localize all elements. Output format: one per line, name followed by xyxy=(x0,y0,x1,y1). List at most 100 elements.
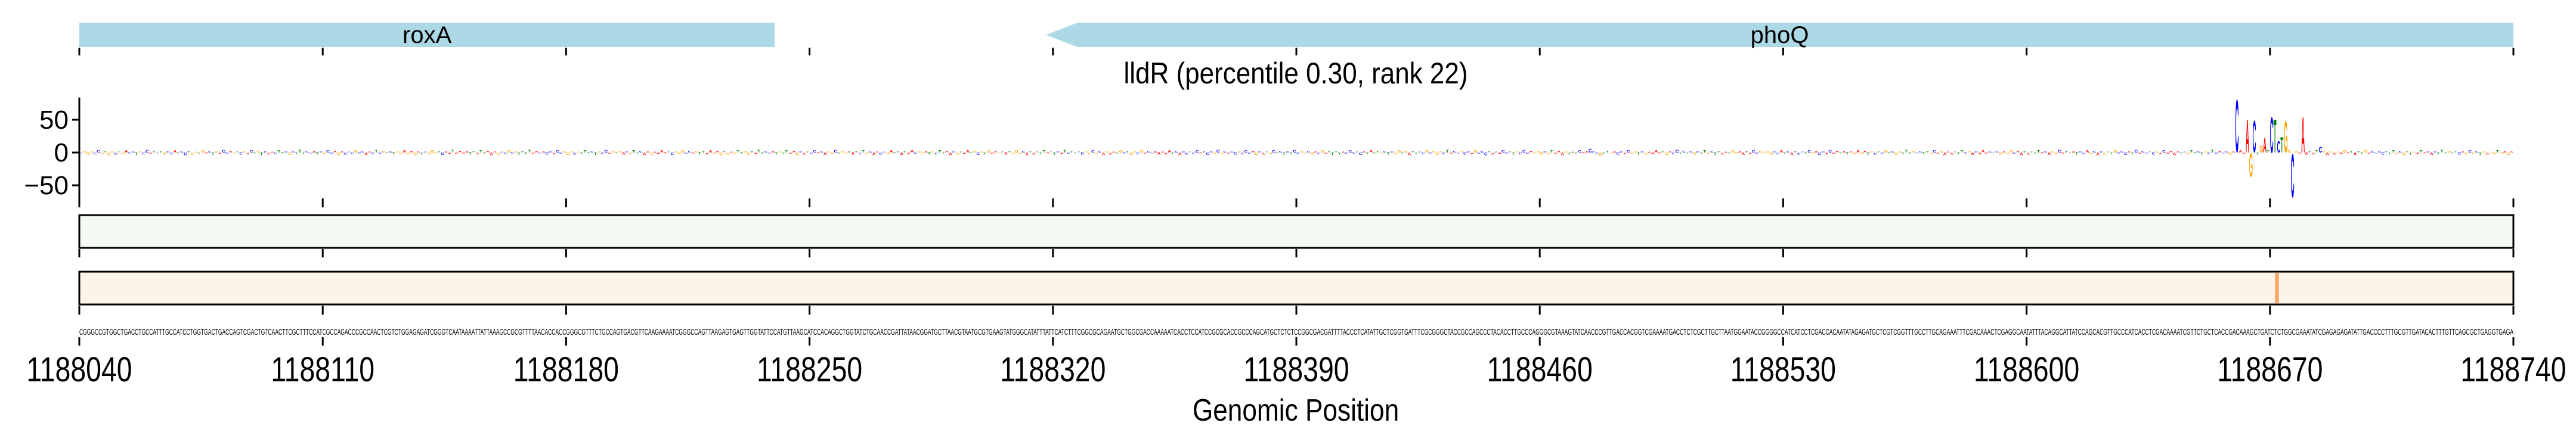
logo-letter-A: A xyxy=(1724,152,1728,153)
logo-letter-G: G xyxy=(2155,151,2159,153)
logo-letter-A: A xyxy=(924,151,928,153)
logo-letter-A: A xyxy=(653,152,657,153)
logo-letter-C: C xyxy=(1477,153,1481,154)
logo-letter-A: A xyxy=(312,151,316,153)
logo-letter-C: C xyxy=(1589,148,1592,154)
logo-letter-G: G xyxy=(1860,153,1864,154)
logo-letter-C: C xyxy=(768,153,772,154)
logo-letter-T: T xyxy=(903,151,906,153)
logo-letter-A: A xyxy=(2159,153,2162,155)
logo-letter-G: G xyxy=(733,153,736,155)
logo-letter-C: C xyxy=(1974,151,1979,153)
logo-letter-C: C xyxy=(977,153,980,156)
logo-letter-A: A xyxy=(990,153,995,155)
logo-letter-A: A xyxy=(1530,150,1533,153)
logo-letter-G: G xyxy=(1735,153,1739,154)
logo-letter-G: G xyxy=(1609,153,1614,154)
logo-letter-C: C xyxy=(1797,153,1801,156)
logo-letter-C: C xyxy=(1206,153,1209,156)
y-tick-label: 50 xyxy=(39,105,69,135)
logo-letter-T: T xyxy=(135,153,138,156)
logo-letter-T: T xyxy=(2075,153,2079,156)
gene-track: roxA phoQ xyxy=(79,22,2513,48)
logo-letter-C: C xyxy=(250,150,253,154)
logo-letter-G: G xyxy=(921,153,925,154)
logo-letter-C: C xyxy=(1359,153,1363,156)
logo-letter-G: G xyxy=(354,150,358,153)
logo-letter-C: C xyxy=(2277,139,2280,157)
logo-letter-C: C xyxy=(2270,107,2274,164)
logo-letter-C: C xyxy=(1755,153,1760,155)
logo-letter-G: G xyxy=(191,153,194,156)
logo-letter-C: C xyxy=(239,153,243,156)
logo-letter-G: G xyxy=(288,153,292,156)
logo-letter-T: T xyxy=(1714,152,1717,156)
logo-letter-T: T xyxy=(1042,150,1046,153)
logo-letter-C: C xyxy=(2291,141,2295,210)
logo-letter-T: T xyxy=(375,150,379,154)
logo-letter-A: A xyxy=(1780,150,1784,154)
logo-letter-T: T xyxy=(392,153,396,156)
logo-letter-G: G xyxy=(2489,152,2493,153)
logo-letter-T: T xyxy=(253,153,256,154)
logo-letter-G: G xyxy=(1015,150,1018,154)
logo-letter-C: C xyxy=(1348,150,1352,153)
logo-letter-T: T xyxy=(524,153,527,156)
logo-letter-G: G xyxy=(695,151,698,153)
logo-letter-T: T xyxy=(1373,153,1376,155)
logo-letter-A: A xyxy=(2485,153,2489,156)
logo-letter-A: A xyxy=(945,151,949,154)
logo-letter-T: T xyxy=(1992,153,1995,154)
gene-label: roxA xyxy=(402,22,452,48)
logo-letter-A: A xyxy=(2367,153,2371,155)
logo-letter-A: A xyxy=(1004,153,1008,156)
logo-letter-G: G xyxy=(1564,151,1568,153)
logo-letter-G: G xyxy=(628,153,632,155)
logo-letter-T: T xyxy=(2179,153,2182,156)
logo-letter-A: A xyxy=(271,152,275,153)
logo-letter-G: G xyxy=(1220,153,1224,155)
logo-letter-T: T xyxy=(587,153,590,154)
logo-letter-C: C xyxy=(347,152,351,153)
logo-letter-G: G xyxy=(1665,153,1668,156)
logo-letter-T: T xyxy=(295,153,298,156)
logo-letter-T: T xyxy=(1717,151,1720,153)
logo-letter-A: A xyxy=(1342,152,1346,153)
logo-letter-G: G xyxy=(1129,153,1133,156)
logo-letter-G: G xyxy=(83,151,86,153)
logo-letter-C: C xyxy=(1874,153,1877,156)
logo-letter-G: G xyxy=(89,151,94,153)
logo-letter-A: A xyxy=(2020,152,2023,156)
logo-letter-T: T xyxy=(1887,153,1890,154)
logo-letter-C: C xyxy=(1891,151,1894,153)
logo-letter-T: T xyxy=(521,151,524,153)
logo-letter-A: A xyxy=(1946,151,1950,153)
logo-letter-G: G xyxy=(1884,150,1888,153)
logo-letter-G: G xyxy=(1425,150,1429,153)
logo-letter-T: T xyxy=(1602,153,1605,155)
logo-letter-G: G xyxy=(1140,150,1144,154)
logo-letter-T: T xyxy=(1783,153,1786,154)
logo-letter-T: T xyxy=(2110,153,2113,155)
logo-letter-T: T xyxy=(1414,153,1417,156)
logo-letter-C: C xyxy=(330,153,334,154)
logo-letter-C: C xyxy=(358,153,362,154)
logo-letter-T: T xyxy=(2030,152,2033,153)
logo-letter-T: T xyxy=(1961,150,1964,153)
logo-letter-A: A xyxy=(246,153,250,155)
logo-letter-C: C xyxy=(1279,151,1283,153)
logo-letter-A: A xyxy=(1856,150,1860,154)
gene-label: phoQ xyxy=(1751,22,1809,48)
logo-letter-A: A xyxy=(340,151,344,153)
logo-letter-C: C xyxy=(545,153,549,156)
logo-letter-T: T xyxy=(2479,152,2482,156)
logo-letter-T: T xyxy=(2256,153,2259,156)
logo-letter-C: C xyxy=(914,153,918,155)
logo-letter-G: G xyxy=(2287,150,2292,154)
x-tick-label: 1188040 xyxy=(26,350,132,389)
logo-letter-A: A xyxy=(1109,153,1112,156)
logo-letter-A: A xyxy=(1178,152,1182,156)
logo-letter-T: T xyxy=(1335,151,1337,153)
logo-letter-A: A xyxy=(1363,151,1367,153)
logo-letter-C: C xyxy=(1494,152,1498,153)
